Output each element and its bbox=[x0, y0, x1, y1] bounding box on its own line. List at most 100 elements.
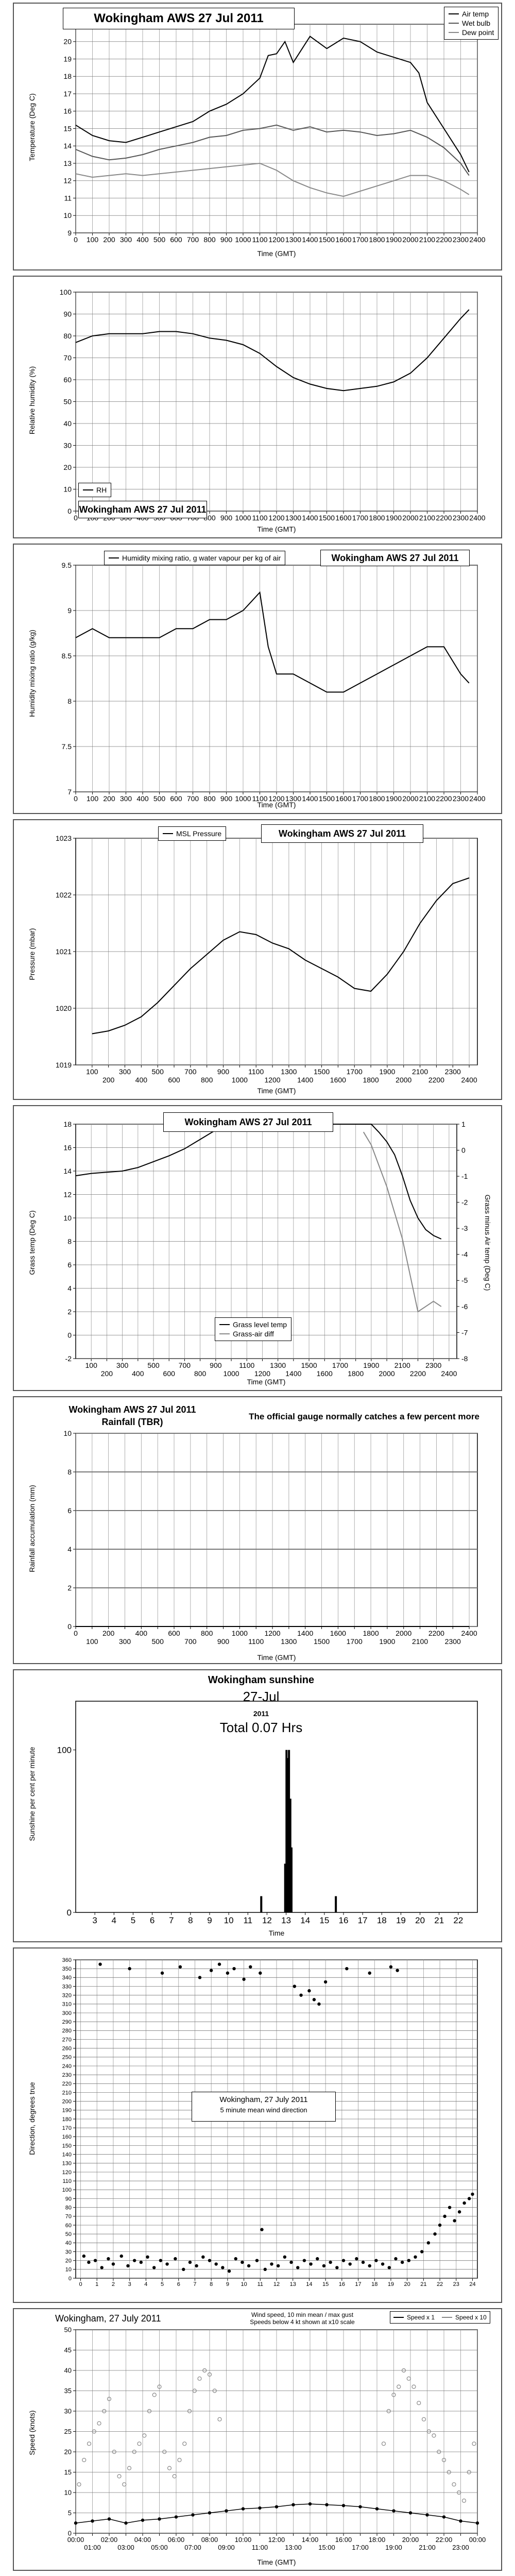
rainfall-chart-subtitle: Rainfall (TBR) bbox=[101, 1417, 163, 1427]
x-tick-label: 4 bbox=[112, 1916, 116, 1925]
x-tick-label: 100 bbox=[87, 794, 99, 803]
x-tick-label: 1900 bbox=[386, 514, 402, 522]
x-tick-label: 1300 bbox=[281, 1637, 297, 1646]
x-tick-label: 600 bbox=[170, 235, 182, 244]
y-tick-label: 260 bbox=[62, 2046, 72, 2052]
legend-item: RH bbox=[83, 485, 107, 495]
y-tick-label: 30 bbox=[64, 2408, 72, 2415]
x-tick-label: 2200 bbox=[410, 1369, 426, 1378]
scatter-point bbox=[128, 1967, 131, 1971]
scatter-point bbox=[160, 1971, 164, 1975]
sunshine-chart-year: 2011 bbox=[253, 1709, 269, 1718]
y-tick-label: 4 bbox=[67, 1545, 72, 1553]
x-tick-label: 05:00 bbox=[151, 2544, 168, 2551]
wind-direction-chart-subtitle: 5 minute mean wind direction bbox=[220, 2106, 307, 2114]
temperature-chart-title: Wokingham AWS 27 Jul 2011 bbox=[63, 8, 295, 29]
x-tick-label: 1400 bbox=[302, 794, 318, 803]
rainfall-chart-panel: 0 100 200 300 400 500 600 700 800 900 1000 1100 1200… bbox=[13, 1396, 502, 1664]
scatter-point bbox=[139, 2260, 143, 2264]
x-tick-label: 400 bbox=[136, 235, 149, 244]
x-tick-label: 22 bbox=[437, 2281, 443, 2287]
y-tick-label: 15 bbox=[64, 2468, 72, 2476]
x-tick-label: 2000 bbox=[402, 794, 418, 803]
scatter-point bbox=[457, 2210, 461, 2214]
y-tick-label: 130 bbox=[62, 2161, 72, 2167]
y-tick-label: 8 bbox=[67, 697, 72, 705]
scatter-point bbox=[152, 2266, 156, 2269]
y-tick-label: 100 bbox=[60, 288, 72, 296]
y-tick-label: 12 bbox=[63, 177, 72, 185]
x-tick-label: 900 bbox=[220, 514, 233, 522]
x-tick-label: 16 bbox=[339, 2281, 345, 2287]
scatter-point bbox=[276, 2264, 280, 2268]
x-tick-label: 3 bbox=[128, 2281, 131, 2287]
scatter-point bbox=[341, 2259, 346, 2262]
scatter-point bbox=[335, 2266, 339, 2269]
legend-item: Speed x 10 bbox=[442, 2313, 487, 2322]
y-tick-label: 80 bbox=[65, 2205, 72, 2211]
y-tick-label: 170 bbox=[62, 2125, 72, 2131]
x-tick-label: 21:00 bbox=[419, 2544, 436, 2551]
humidity-chart-title: Wokingham AWS 27 Jul 2011 bbox=[78, 501, 207, 518]
y-tick-label: 8.5 bbox=[62, 652, 72, 660]
x-tick-label: 1100 bbox=[248, 1067, 264, 1076]
y-tick-label: 50 bbox=[64, 2326, 72, 2334]
x-tick-label: 2100 bbox=[419, 514, 435, 522]
x-tick-label: 100 bbox=[87, 235, 99, 244]
x-tick-label: 18:00 bbox=[369, 2536, 386, 2544]
y-tick-label: 290 bbox=[62, 2019, 72, 2025]
scatter-point bbox=[249, 1965, 252, 1969]
x-tick-label: 7 bbox=[169, 1916, 174, 1925]
scatter-point bbox=[361, 2260, 365, 2264]
scatter-point bbox=[472, 2442, 476, 2446]
series-line bbox=[75, 36, 470, 173]
x-axis-label: Time (GMT) bbox=[258, 801, 296, 809]
y-tick-label: 140 bbox=[62, 2152, 72, 2158]
legend-item: Dew point bbox=[449, 28, 494, 37]
rainfall-chart-annotation: The official gauge normally catches a fe… bbox=[249, 1412, 479, 1421]
humidity-chart-legend: RH bbox=[78, 483, 112, 497]
legend-label: Wet bulb bbox=[462, 19, 490, 27]
x-tick-label: 2300 bbox=[445, 1067, 461, 1076]
scatter-point bbox=[159, 2259, 163, 2262]
legend-label: Speed x 1 bbox=[407, 2314, 435, 2321]
y-tick-label: 90 bbox=[65, 2196, 72, 2202]
x-tick-label: 2 bbox=[112, 2281, 115, 2287]
y-tick-label: 250 bbox=[62, 2055, 72, 2061]
scatter-point bbox=[329, 2260, 332, 2264]
y-tick-label: 2 bbox=[67, 1308, 72, 1316]
x-tick-label: 1200 bbox=[254, 1369, 270, 1378]
scatter-point bbox=[396, 1969, 399, 1972]
y-tick-label: 0 bbox=[67, 507, 72, 515]
x-tick-label: 900 bbox=[220, 794, 233, 803]
scatter-point bbox=[247, 2264, 251, 2268]
x-tick-label: 1300 bbox=[281, 1067, 297, 1076]
y2-tick-label: -8 bbox=[461, 1354, 468, 1363]
series-line bbox=[75, 309, 470, 392]
legend-swatch bbox=[449, 23, 459, 24]
legend-swatch bbox=[109, 557, 119, 558]
pressure-chart-panel: 100 200 300 400 500 600 700 800 900 1000 1100 1200 1… bbox=[13, 819, 502, 1100]
x-tick-label: 02:00 bbox=[101, 2536, 118, 2544]
x-tick-label: 01:00 bbox=[84, 2544, 101, 2551]
x-tick-label: 00:00 bbox=[67, 2536, 84, 2544]
y-tick-label: 18 bbox=[63, 72, 72, 80]
y-tick-label: 150 bbox=[62, 2143, 72, 2149]
x-tick-label: 1000 bbox=[223, 1369, 239, 1378]
scatter-point bbox=[111, 2262, 115, 2266]
x-tick-label: 2400 bbox=[461, 1629, 477, 1637]
y-tick-label: 45 bbox=[64, 2346, 72, 2354]
y-tick-label: 2 bbox=[67, 1584, 72, 1592]
x-tick-label: 2300 bbox=[453, 514, 469, 522]
x-tick-label: 20:00 bbox=[402, 2536, 419, 2544]
scatter-point bbox=[195, 2264, 198, 2268]
x-tick-label: 22 bbox=[453, 1916, 463, 1925]
y-tick-label: 6 bbox=[67, 1261, 72, 1269]
scatter-point bbox=[198, 1976, 202, 1979]
x-tick-label: 700 bbox=[184, 1637, 197, 1646]
scatter-point bbox=[387, 2266, 391, 2269]
x-tick-label: 300 bbox=[120, 794, 132, 803]
x-tick-label: 1000 bbox=[232, 1076, 248, 1084]
temperature-chart-panel: 0 100 200 300 400 500 600 700 800 900 1000 1100 1200… bbox=[13, 3, 502, 270]
x-tick-label: 1800 bbox=[348, 1369, 364, 1378]
